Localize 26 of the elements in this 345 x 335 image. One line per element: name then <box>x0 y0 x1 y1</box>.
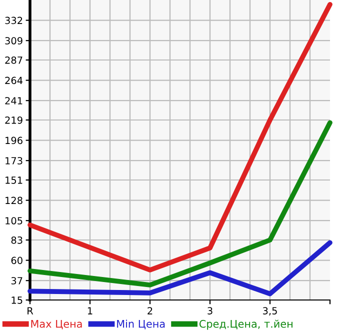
y-tick-label: 309 <box>5 37 22 44</box>
x-tick-label: 3 <box>208 307 212 314</box>
x-tick-label: 1 <box>88 307 92 314</box>
y-tick-label: 173 <box>6 157 22 164</box>
y-tick-label: 287 <box>5 56 22 64</box>
y-tick-label: 15 <box>12 296 22 304</box>
x-tick-label: 3,5 <box>263 307 277 316</box>
line-series <box>28 2 332 272</box>
line-series <box>28 240 332 296</box>
y-tick-label: 37 <box>11 277 22 284</box>
x-tick-label: R <box>28 307 34 314</box>
legend-label: Max Цена <box>31 320 82 330</box>
y-tick-label: 219 <box>5 116 22 124</box>
x-tick-label: 2 <box>148 307 152 314</box>
y-tick-label: 196 <box>6 136 22 144</box>
y-tick-label: 241 <box>5 97 22 104</box>
y-tick-label: 332 <box>5 16 22 24</box>
y-tick-label: 60 <box>11 256 22 264</box>
y-tick-label: 83 <box>11 236 22 244</box>
line-series <box>28 120 332 288</box>
legend-label: Сред.Цена, т.йен <box>199 320 292 330</box>
y-tick-label: 264 <box>5 76 23 84</box>
y-tick-label: 151 <box>6 176 22 184</box>
y-tick-label: 128 <box>6 196 22 204</box>
legend-label: Min Цена <box>117 320 165 330</box>
y-tick-label: 105 <box>6 217 22 224</box>
